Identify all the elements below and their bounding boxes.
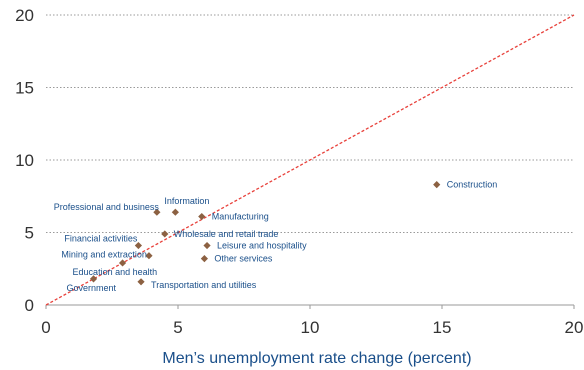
x-axis-title: Men’s unemployment rate change (percent) — [162, 350, 471, 367]
data-label: Transportation and utilities — [151, 280, 257, 290]
y-tick-label-20: 20 — [15, 6, 34, 25]
data-label: Information — [164, 196, 209, 206]
reference-line-group — [45, 14, 575, 306]
data-label: Education and health — [73, 267, 158, 277]
y-tick-label-10: 10 — [15, 151, 34, 170]
x-tick-label-20: 20 — [565, 318, 584, 337]
data-point — [134, 241, 142, 250]
gridlines — [46, 14, 574, 233]
data-label: Professional and business — [54, 202, 160, 212]
data-point — [145, 252, 153, 260]
data-point — [153, 208, 161, 216]
y-tick-label-5: 5 — [25, 224, 34, 243]
data-point — [198, 212, 206, 221]
data-point — [200, 255, 208, 263]
x-tick-label-15: 15 — [433, 318, 452, 337]
data-label: Wholesale and retail trade — [174, 229, 279, 239]
data-label: Manufacturing — [212, 212, 269, 222]
y-tick-label-15: 15 — [15, 79, 34, 98]
diagonal-reference-line — [45, 14, 575, 306]
data-points — [89, 181, 441, 286]
y-tick-label-0: 0 — [25, 296, 34, 315]
data-label: Financial activities — [64, 234, 138, 244]
data-point — [203, 241, 211, 250]
data-point — [161, 230, 169, 238]
data-point — [171, 208, 179, 216]
data-label: Mining and extraction — [61, 250, 147, 260]
data-label: Other services — [214, 254, 273, 264]
data-label: Leisure and hospitality — [217, 241, 307, 251]
data-point — [137, 278, 145, 286]
data-point — [89, 275, 98, 283]
x-tick-label-0: 0 — [41, 318, 50, 337]
data-point — [118, 259, 127, 267]
data-labels: Construction Information Professional and … — [54, 180, 497, 293]
x-tick-label-5: 5 — [173, 318, 182, 337]
data-label: Government — [67, 283, 117, 293]
axes — [45, 304, 575, 309]
x-tick-label-10: 10 — [301, 318, 320, 337]
tick-labels: 0 5 10 15 20 0 5 10 15 20 — [15, 6, 583, 337]
data-point — [433, 181, 441, 189]
data-label: Construction — [447, 180, 498, 190]
